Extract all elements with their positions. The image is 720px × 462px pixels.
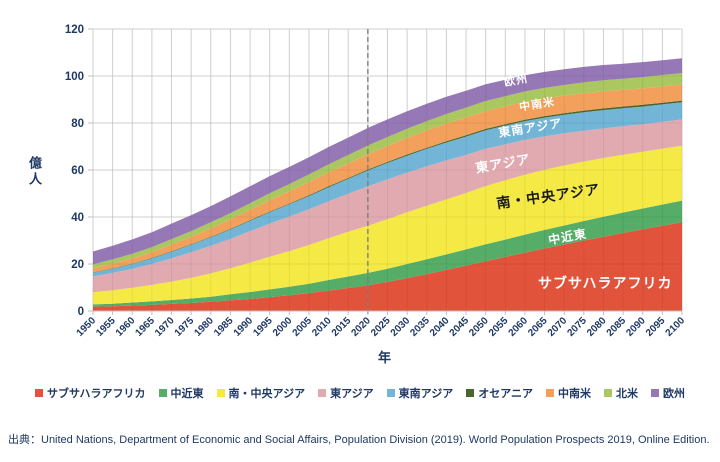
area-southeast-asia bbox=[93, 102, 682, 277]
y-tick-label: 0 bbox=[78, 306, 84, 318]
x-tick-label: 2085 bbox=[605, 315, 629, 339]
x-tick-label: 2035 bbox=[408, 315, 432, 339]
area-sub-saharan-africa bbox=[93, 222, 682, 311]
legend-item-east-asia: 東アジア bbox=[318, 385, 374, 401]
legend-swatch-europe bbox=[651, 389, 660, 397]
x-tick-label: 2080 bbox=[585, 315, 609, 339]
legend-item-south-central-asia: 南・中央アジア bbox=[216, 385, 306, 401]
y-tick-label: 20 bbox=[71, 259, 84, 271]
legend-item-middle-east: 中近東 bbox=[158, 385, 204, 401]
legend-swatch-middle-east bbox=[158, 389, 167, 397]
x-tick-label: 2070 bbox=[546, 315, 570, 339]
area-south-central-asia bbox=[93, 145, 682, 305]
area-label-sub-saharan-africa: サブサハラアフリカ bbox=[538, 275, 673, 291]
legend-label-north-america: 北米 bbox=[616, 388, 639, 400]
chart-legend: サブサハラアフリカ 中近東 南・中央アジア 東アジア 東南アジア オセアニア 中南米 北米 欧州 bbox=[0, 385, 720, 401]
x-tick-label: 2090 bbox=[624, 315, 648, 339]
x-tick-label: 1975 bbox=[173, 315, 197, 339]
legend-swatch-north-america bbox=[604, 389, 613, 397]
x-tick-label: 1955 bbox=[94, 315, 118, 339]
x-tick-label: 2010 bbox=[310, 315, 334, 339]
legend-item-latin-america: 中南米 bbox=[546, 385, 591, 401]
x-tick-label: 2055 bbox=[487, 315, 511, 339]
x-tick-label: 2000 bbox=[271, 315, 295, 339]
legend-label-oceania: オセアニア bbox=[478, 388, 534, 400]
stacked-area-chart: 1950195519601965197019751980198519901995… bbox=[65, 24, 688, 339]
legend-item-oceania: オセアニア bbox=[466, 385, 533, 401]
y-tick-label: 40 bbox=[71, 212, 84, 224]
x-tick-label: 1985 bbox=[212, 315, 236, 339]
y-tick-label: 100 bbox=[65, 71, 84, 83]
x-tick-label: 2100 bbox=[664, 315, 688, 339]
y-tick-label: 60 bbox=[71, 165, 84, 177]
legend-label-southeast-asia: 東南アジア bbox=[398, 388, 454, 400]
x-tick-label: 2025 bbox=[369, 315, 393, 339]
x-tick-label: 1970 bbox=[153, 315, 177, 339]
area-latin-america bbox=[93, 84, 682, 273]
x-tick-label: 2030 bbox=[389, 315, 413, 339]
legend-swatch-southeast-asia bbox=[386, 389, 395, 397]
legend-label-europe: 欧州 bbox=[663, 388, 686, 400]
legend-label-east-asia: 東アジア bbox=[330, 388, 374, 400]
legend-swatch-latin-america bbox=[546, 389, 555, 397]
x-tick-label: 2060 bbox=[507, 315, 531, 339]
x-tick-label: 1965 bbox=[134, 315, 158, 339]
x-tick-label: 2015 bbox=[330, 315, 354, 339]
legend-item-europe: 欧州 bbox=[651, 385, 685, 401]
legend-label-south-central-asia: 南・中央アジア bbox=[228, 388, 306, 400]
legend-swatch-south-central-asia bbox=[216, 389, 225, 397]
source-citation: 出典：United Nations, Department of Economi… bbox=[8, 434, 710, 446]
legend-swatch-east-asia bbox=[318, 389, 327, 397]
y-axis-title: 億人 bbox=[27, 156, 42, 188]
area-europe bbox=[93, 58, 682, 265]
y-tick-labels: 0 20 40 60 80 100 120 bbox=[65, 24, 84, 318]
x-axis-title: 年 bbox=[378, 350, 392, 365]
axis-ticks bbox=[88, 28, 683, 315]
legend-swatch-sub-saharan-africa bbox=[34, 389, 43, 397]
x-tick-label: 1980 bbox=[192, 315, 216, 339]
x-tick-labels: 1950195519601965197019751980198519901995… bbox=[75, 315, 688, 339]
area-east-asia bbox=[93, 119, 682, 293]
x-tick-label: 2075 bbox=[565, 315, 589, 339]
area-north-america bbox=[93, 73, 682, 269]
x-tick-label: 2040 bbox=[428, 315, 452, 339]
legend-label-latin-america: 中南米 bbox=[558, 388, 592, 400]
x-tick-label: 2065 bbox=[526, 315, 550, 339]
y-tick-label: 80 bbox=[71, 118, 84, 130]
legend-item-southeast-asia: 東南アジア bbox=[386, 385, 454, 401]
x-tick-label: 2050 bbox=[467, 315, 491, 339]
x-tick-label: 2095 bbox=[644, 315, 668, 339]
gridlines-overlay bbox=[92, 28, 683, 312]
x-tick-label: 1960 bbox=[114, 315, 138, 339]
x-tick-label: 2045 bbox=[448, 315, 472, 339]
x-tick-label: 1990 bbox=[232, 315, 256, 339]
legend-label-sub-saharan-africa: サブサハラアフリカ bbox=[46, 388, 146, 400]
y-tick-label: 120 bbox=[65, 24, 84, 36]
legend-label-middle-east: 中近東 bbox=[170, 388, 204, 400]
legend-swatch-oceania bbox=[466, 389, 475, 397]
x-tick-label: 2005 bbox=[291, 315, 315, 339]
legend-item-sub-saharan-africa: サブサハラアフリカ bbox=[34, 385, 146, 401]
x-tick-label: 1950 bbox=[75, 315, 99, 339]
x-tick-label: 2020 bbox=[349, 315, 373, 339]
legend-item-north-america: 北米 bbox=[604, 385, 638, 401]
x-tick-label: 1995 bbox=[251, 315, 275, 339]
